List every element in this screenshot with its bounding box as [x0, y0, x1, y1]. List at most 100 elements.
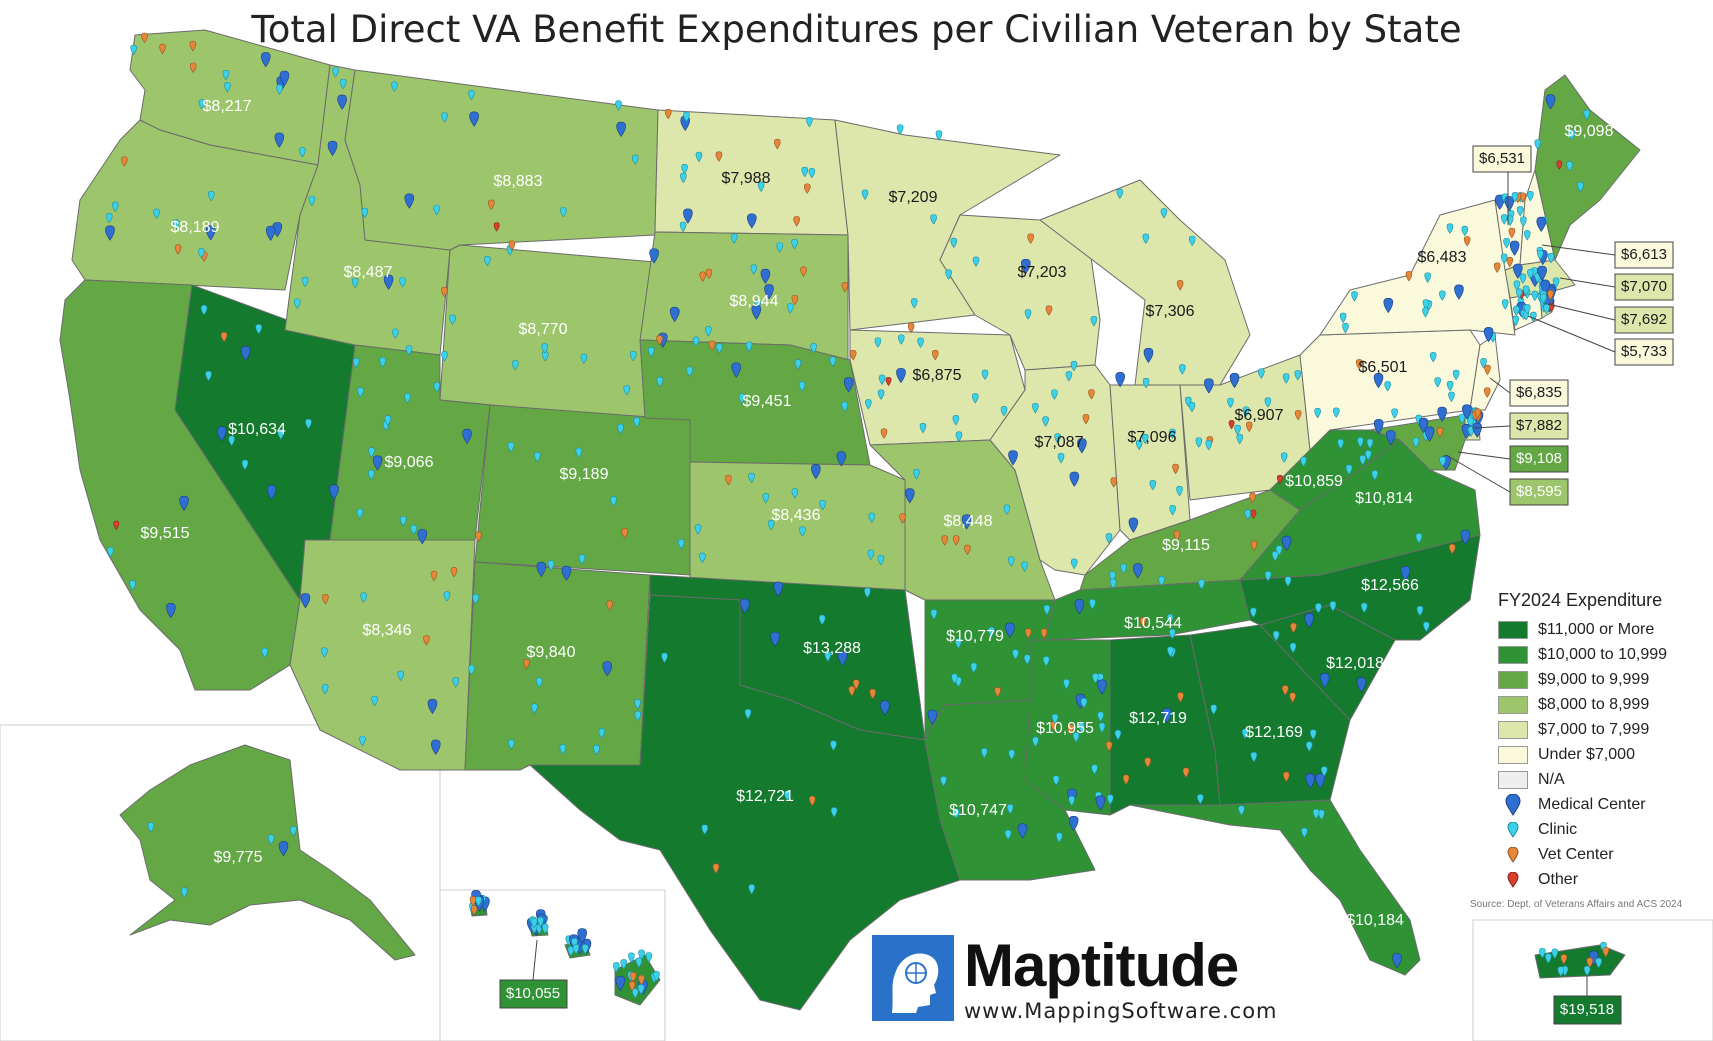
clinic-marker — [356, 508, 364, 519]
clinic-marker — [798, 381, 806, 392]
clinic-marker — [637, 984, 645, 995]
clinic-marker — [762, 493, 770, 504]
state-new-mexico[interactable] — [464, 561, 651, 771]
label-GA: $12,169 — [1245, 724, 1303, 741]
label-KS: $8,436 — [772, 507, 821, 524]
label-FL: $10,184 — [1346, 912, 1404, 929]
label-WV: $10,859 — [1285, 473, 1343, 490]
medical-center-marker — [837, 650, 848, 667]
clinic-marker — [361, 207, 369, 219]
clinic-marker — [1105, 533, 1113, 544]
vet-center-marker — [475, 531, 482, 542]
clinic-marker — [730, 233, 738, 244]
state-texas[interactable] — [529, 594, 961, 1011]
clinic-marker — [1513, 305, 1520, 317]
medical-center-marker — [404, 193, 415, 209]
state-kansas[interactable] — [689, 461, 906, 591]
medical-center-marker — [1504, 196, 1515, 212]
clinic-marker — [580, 353, 588, 365]
state-indiana[interactable] — [1109, 384, 1191, 541]
clinic-marker — [629, 350, 637, 362]
clinic-marker — [308, 195, 316, 207]
clinic-marker — [791, 238, 798, 250]
medical-center-marker — [166, 602, 176, 619]
clinic-marker — [617, 423, 624, 435]
vet-center-marker — [1506, 256, 1514, 268]
clinic-marker — [261, 647, 269, 659]
medical-center-marker — [731, 362, 742, 378]
callout-DC: $8,595 — [1516, 483, 1562, 500]
state-florida[interactable] — [1129, 799, 1421, 976]
clinic-marker — [917, 337, 924, 349]
clinic-marker — [305, 418, 312, 430]
clinic-marker — [683, 111, 690, 123]
state-colorado[interactable] — [474, 404, 691, 576]
clinic-marker — [1536, 249, 1544, 261]
clinic-marker — [1301, 827, 1308, 839]
clinic-marker — [1513, 280, 1521, 291]
clinic-marker — [598, 728, 606, 739]
clinic-marker — [534, 451, 541, 463]
clinic-marker — [1329, 601, 1337, 612]
vet-center-marker — [1172, 463, 1179, 475]
state-montana[interactable] — [344, 69, 659, 251]
vet-center-marker — [1067, 724, 1074, 735]
logo-url[interactable]: www.MappingSoftware.com — [964, 999, 1278, 1023]
vet-center-marker — [880, 428, 888, 439]
label-MS: $10,955 — [1036, 720, 1094, 737]
clinic-marker — [441, 112, 448, 123]
clinic-marker — [1264, 397, 1272, 408]
legend-label: Medical Center — [1538, 795, 1646, 813]
clinic-marker — [980, 747, 988, 759]
clinic-marker — [575, 447, 583, 459]
clinic-marker — [930, 609, 938, 620]
clinic-marker — [1366, 438, 1374, 450]
vet-center-marker — [469, 896, 477, 907]
clinic-marker — [449, 314, 456, 325]
clinic-marker — [1032, 403, 1039, 414]
clinic-marker — [1523, 230, 1531, 241]
vet-center-marker — [1448, 543, 1456, 555]
clinic-marker — [1583, 965, 1591, 977]
clinic-marker — [410, 524, 418, 536]
state-arizona[interactable] — [289, 539, 476, 771]
vet-center-marker — [952, 535, 960, 546]
medical-center-marker — [1128, 517, 1139, 533]
clinic-marker — [1351, 291, 1358, 302]
legend-item-vet-center: Vet Center — [1498, 842, 1708, 867]
clinic-marker — [1120, 563, 1127, 575]
vet-center-marker — [1483, 387, 1491, 398]
clinic-marker — [784, 790, 791, 801]
clinic-marker — [1424, 272, 1432, 283]
medical-center-marker — [1356, 677, 1367, 693]
state-new-york[interactable] — [1319, 199, 1516, 336]
state-michigan[interactable] — [1039, 179, 1251, 386]
label-ND: $7,988 — [722, 170, 771, 187]
clinic-marker — [399, 277, 406, 288]
clinic-marker — [1042, 656, 1050, 667]
medical-center-marker — [1454, 284, 1464, 300]
medical-center-marker — [1509, 240, 1520, 256]
legend-swatch — [1498, 745, 1528, 764]
clinic-marker — [1448, 391, 1455, 403]
medical-center-marker — [1536, 216, 1547, 233]
state-maine[interactable] — [1534, 74, 1641, 261]
clinic-marker — [198, 99, 206, 110]
vet-center-marker — [1122, 774, 1130, 785]
clinic-marker — [1098, 722, 1106, 733]
medical-center-marker — [602, 661, 613, 677]
legend-label: $11,000 or More — [1538, 620, 1655, 638]
vet-center-marker — [1281, 685, 1289, 696]
clinic-marker — [1169, 428, 1176, 439]
clinic-marker — [634, 710, 642, 722]
clinic-marker — [1320, 766, 1328, 777]
legend-label: Other — [1538, 870, 1579, 888]
clinic-marker — [1032, 736, 1039, 748]
label-NE: $9,451 — [743, 393, 792, 410]
clinic-marker — [699, 552, 706, 564]
state-alaska[interactable] — [119, 744, 416, 961]
medical-center-marker — [329, 484, 339, 500]
clinic-marker — [301, 276, 309, 288]
medical-center-marker — [811, 464, 821, 480]
vet-center-marker — [800, 266, 807, 277]
